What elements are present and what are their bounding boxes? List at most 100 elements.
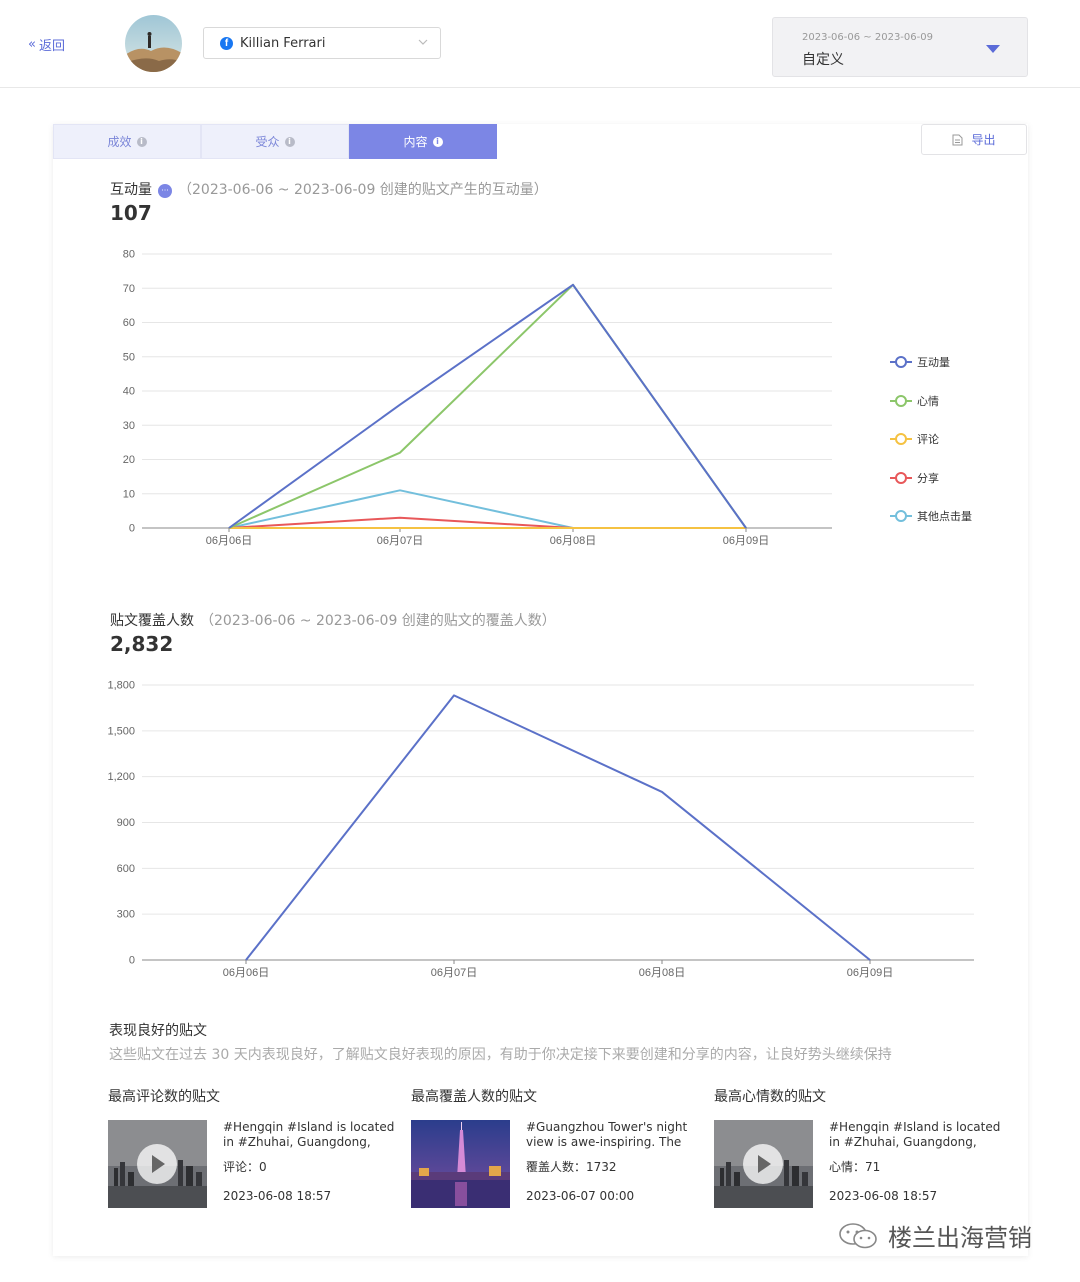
post-time: 2023-06-07 00:00 xyxy=(526,1189,635,1203)
back-button[interactable]: « 返回 xyxy=(28,35,65,54)
legend-marker-icon xyxy=(890,471,912,484)
post-thumbnail[interactable] xyxy=(411,1120,510,1208)
date-mode-text: 自定义 xyxy=(802,52,844,68)
engagement-header: 互动量 ··· （2023-06-06 ~ 2023-06-09 创建的贴文产生的互… xyxy=(110,179,548,199)
x-tick-label: 06月06日 xyxy=(223,967,269,979)
post-time: 2023-06-08 18:57 xyxy=(829,1189,938,1203)
legend-label: 分享 xyxy=(917,471,939,485)
tab-performance[interactable]: 成效 i xyxy=(53,124,201,159)
series-line xyxy=(245,694,871,961)
legend-marker-icon xyxy=(890,394,912,407)
date-range-select[interactable]: 2023-06-06 ~ 2023-06-09 自定义 xyxy=(772,17,1028,77)
y-tick-label: 60 xyxy=(123,317,135,329)
post-details: #Guangzhou Tower's night view is awe-ins… xyxy=(526,1120,701,1204)
y-tick-label: 1,500 xyxy=(107,725,135,737)
x-tick-label: 06月08日 xyxy=(639,967,685,979)
engagement-chart: 0 10 20 30 40 50 60 70 80 06月06日 06月07日 06月08日 06月09… xyxy=(123,249,832,547)
y-tick-label: 30 xyxy=(123,420,135,432)
legend-label: 心情 xyxy=(917,394,939,408)
series-line xyxy=(228,283,747,529)
chevron-down-icon xyxy=(418,39,428,45)
post-caption[interactable]: #Hengqin #Island is located in #Zhuhai, … xyxy=(829,1120,1001,1149)
info-icon: i xyxy=(136,136,147,147)
watermark-text: 楼兰出海营销 xyxy=(888,1224,1032,1252)
reach-header: 贴文覆盖人数 （2023-06-06 ~ 2023-06-09 创建的贴文的覆盖人… xyxy=(110,610,556,630)
date-range-text: 2023-06-06 ~ 2023-06-09 xyxy=(802,32,933,43)
reach-subtitle: （2023-06-06 ~ 2023-06-09 创建的贴文的覆盖人数） xyxy=(200,613,556,629)
facebook-icon: f xyxy=(220,36,233,50)
series-line xyxy=(228,283,747,529)
legend-label: 其他点击量 xyxy=(917,510,972,524)
y-tick-label: 0 xyxy=(129,955,135,967)
back-label: 返回 xyxy=(38,39,65,54)
legend-marker-icon xyxy=(890,433,912,446)
export-label: 导出 xyxy=(971,133,996,147)
y-tick-label: 80 xyxy=(123,249,135,261)
y-tick-label: 10 xyxy=(123,488,135,500)
y-tick-label: 1,200 xyxy=(107,771,135,783)
legend-label: 互动量 xyxy=(917,356,950,370)
x-tick-label: 06月09日 xyxy=(723,535,769,547)
legend-marker-icon xyxy=(890,510,912,523)
tab-label: 成效 xyxy=(107,135,132,149)
post-details: #Hengqin #Island is located in #Zhuhai, … xyxy=(223,1120,398,1204)
x-tick-label: 06月07日 xyxy=(431,967,477,979)
x-tick-label: 06月07日 xyxy=(377,535,423,547)
y-tick-label: 0 xyxy=(129,523,135,535)
x-tick-label: 06月08日 xyxy=(550,535,596,547)
post-caption[interactable]: #Guangzhou Tower's night view is awe-ins… xyxy=(526,1120,688,1149)
document-icon xyxy=(952,134,963,145)
series-line xyxy=(228,516,746,529)
y-tick-label: 40 xyxy=(123,386,135,398)
play-icon xyxy=(137,1144,177,1184)
engagement-subtitle: （2023-06-06 ~ 2023-06-09 创建的贴文产生的互动量） xyxy=(178,182,548,198)
content-card xyxy=(53,124,1028,1256)
legend-item[interactable]: 心情 xyxy=(890,382,972,421)
legend-item[interactable]: 评论 xyxy=(890,420,972,459)
caret-down-icon xyxy=(986,45,1000,53)
reach-title: 贴文覆盖人数 xyxy=(110,613,194,629)
post-metric: 覆盖人数：1732 xyxy=(526,1160,617,1174)
engagement-title: 互动量 xyxy=(110,182,152,198)
reach-chart: 0 300 600 900 1,200 1,500 1,800 06月06日 06月07日 06月… xyxy=(107,680,974,979)
more-icon[interactable]: ··· xyxy=(158,183,172,198)
info-icon: i xyxy=(432,136,443,147)
engagement-legend: 互动量心情评论分享其他点击量 xyxy=(890,343,972,536)
y-tick-label: 70 xyxy=(123,283,135,295)
legend-item[interactable]: 其他点击量 xyxy=(890,497,972,536)
top-comments-post: 最高评论数的贴文 #Hengqin #Island is located in … xyxy=(108,1086,408,1208)
post-thumbnail[interactable] xyxy=(714,1120,813,1208)
tab-audience[interactable]: 受众 i xyxy=(201,124,349,159)
tab-label: 受众 xyxy=(255,135,280,149)
post-thumbnail[interactable] xyxy=(108,1120,207,1208)
y-tick-label: 600 xyxy=(117,863,135,875)
tab-content[interactable]: 内容 i xyxy=(349,124,497,159)
post-metric: 心情：71 xyxy=(829,1160,881,1174)
avatar[interactable] xyxy=(125,15,182,72)
good-posts-title: 表现良好的贴文 xyxy=(109,1023,207,1039)
top-reactions-post: 最高心情数的贴文 #Hengqin #Island is located in … xyxy=(714,1086,1014,1208)
legend-item[interactable]: 分享 xyxy=(890,459,972,498)
post-metric: 评论：0 xyxy=(223,1160,267,1174)
double-chevron-left-icon: « xyxy=(28,37,36,52)
good-posts-description: 这些贴文在过去 30 天内表现良好，了解贴文良好表现的原因，有助于你决定接下来要… xyxy=(109,1047,892,1063)
watermark: 楼兰出海营销 xyxy=(838,1218,1032,1253)
y-tick-label: 900 xyxy=(117,817,135,829)
play-icon xyxy=(743,1144,783,1184)
tab-bar: 成效 i 受众 i 内容 i xyxy=(53,124,497,159)
x-tick-label: 06月09日 xyxy=(847,967,893,979)
info-icon: i xyxy=(284,136,295,147)
legend-item[interactable]: 互动量 xyxy=(890,343,972,382)
export-button[interactable]: 导出 xyxy=(921,124,1027,155)
y-tick-label: 300 xyxy=(117,909,135,921)
account-name: Killian Ferrari xyxy=(240,35,326,51)
reach-total: 2,832 xyxy=(110,632,174,656)
post-heading: 最高评论数的贴文 xyxy=(108,1089,220,1105)
engagement-total: 107 xyxy=(110,201,152,225)
y-tick-label: 50 xyxy=(123,351,135,363)
post-caption[interactable]: #Hengqin #Island is located in #Zhuhai, … xyxy=(223,1120,395,1149)
account-select[interactable]: f Killian Ferrari xyxy=(203,27,441,59)
tab-label: 内容 xyxy=(403,135,428,149)
post-heading: 最高覆盖人数的贴文 xyxy=(411,1089,537,1105)
top-bar: « 返回 f Killian Ferrari 2023-06-06 ~ 2023… xyxy=(0,0,1080,88)
